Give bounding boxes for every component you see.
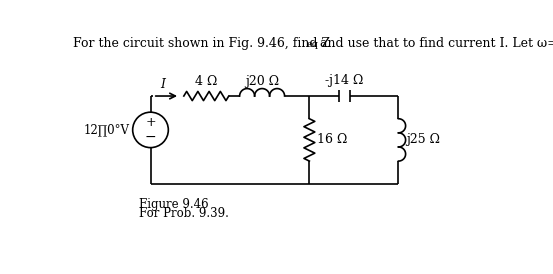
Text: 16 Ω: 16 Ω: [317, 133, 347, 146]
Text: I: I: [160, 78, 165, 92]
Text: and use that to find current I. Let ω=10 rad/s.: and use that to find current I. Let ω=10…: [316, 38, 553, 50]
Text: eq: eq: [306, 40, 319, 49]
Text: −: −: [145, 130, 156, 144]
Text: -j14 Ω: -j14 Ω: [325, 74, 363, 87]
Text: 4 Ω: 4 Ω: [195, 75, 217, 88]
Text: j20 Ω: j20 Ω: [245, 75, 279, 88]
Text: Figure 9.46: Figure 9.46: [139, 198, 208, 211]
Text: +: +: [145, 116, 156, 130]
Text: 12∏0°V: 12∏0°V: [84, 123, 129, 136]
Text: j25 Ω: j25 Ω: [406, 133, 440, 146]
Text: For Prob. 9.39.: For Prob. 9.39.: [139, 207, 229, 220]
Text: For the circuit shown in Fig. 9.46, find Z: For the circuit shown in Fig. 9.46, find…: [73, 38, 330, 50]
